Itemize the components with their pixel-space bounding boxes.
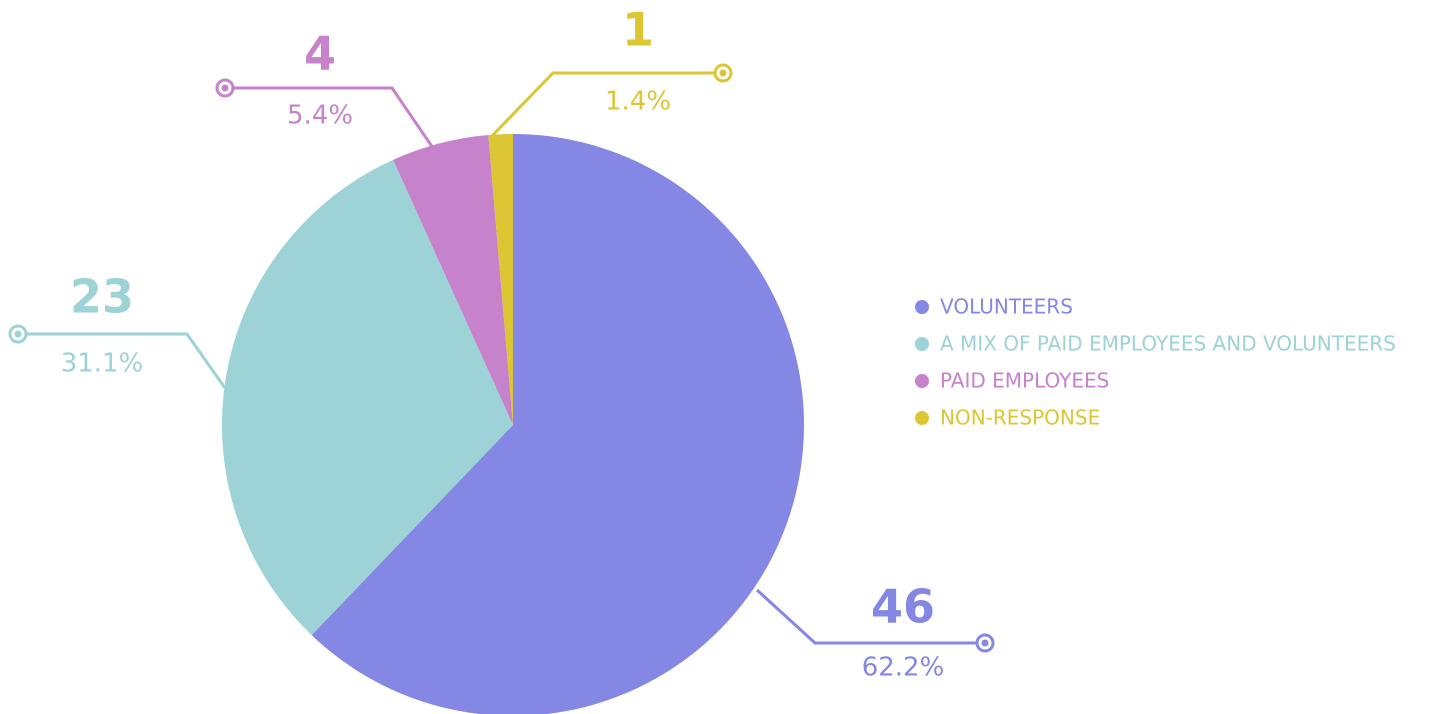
- legend-marker: [915, 374, 929, 388]
- pie-slice: [488, 134, 513, 425]
- pie-slice: [393, 135, 513, 425]
- value-label: 46: [871, 580, 935, 634]
- leader-dot: [221, 84, 229, 92]
- value-label: 4: [304, 27, 336, 81]
- pie-slice: [311, 134, 804, 714]
- leader-dot: [14, 330, 22, 338]
- percent-label: 62.2%: [862, 653, 945, 683]
- legend-label: PAID EMPLOYEES: [940, 369, 1109, 393]
- percent-label: 31.1%: [61, 349, 144, 379]
- value-label: 1: [622, 3, 654, 57]
- legend-marker: [915, 300, 929, 314]
- legend-label: VOLUNTEERS: [940, 295, 1073, 319]
- value-label: 23: [70, 270, 134, 324]
- legend-marker: [915, 411, 929, 425]
- leader-dot: [981, 639, 989, 647]
- legend-label: NON-RESPONSE: [940, 406, 1100, 430]
- leader-line: [755, 588, 985, 645]
- legend-label: A MIX OF PAID EMPLOYEES AND VOLUNTEERS: [940, 332, 1396, 356]
- legend-marker: [915, 337, 929, 351]
- percent-label: 1.4%: [605, 87, 671, 117]
- percent-label: 5.4%: [287, 101, 353, 131]
- leader-line: [225, 86, 435, 149]
- pie-slice: [222, 159, 514, 636]
- leader-dot: [719, 69, 727, 77]
- leader-line: [18, 332, 227, 389]
- leader-line: [488, 71, 723, 140]
